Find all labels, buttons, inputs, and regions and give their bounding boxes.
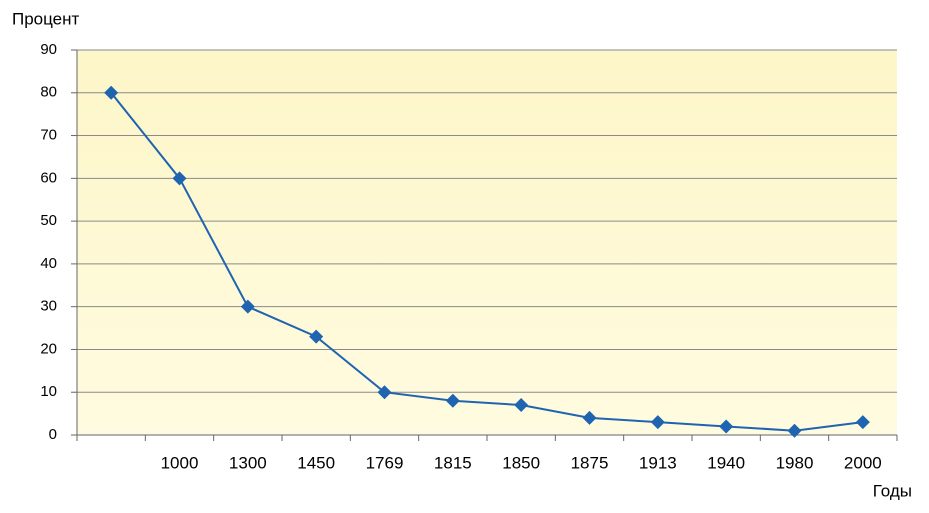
y-tick-label: 10 (40, 383, 57, 400)
plot-area (77, 50, 897, 435)
data-point (514, 398, 529, 413)
series-line (110, 92, 863, 432)
x-tick-label: 1000 (161, 453, 199, 472)
y-tick-label: 70 (40, 127, 57, 144)
data-point (787, 423, 802, 438)
y-tick-label: 90 (40, 41, 57, 58)
y-tick-label: 60 (40, 169, 57, 186)
x-tick-label: 1815 (434, 453, 472, 472)
data-point (650, 415, 665, 430)
x-tick-label: 1980 (776, 453, 814, 472)
data-point (719, 419, 734, 434)
y-tick-label: 50 (40, 212, 57, 229)
y-tick-label: 20 (40, 340, 57, 357)
x-tick-label: 1850 (502, 453, 540, 472)
x-tick-label: 1913 (639, 453, 677, 472)
x-axis-label: Годы (873, 481, 912, 500)
x-tick-label: 1450 (297, 453, 335, 472)
data-point (172, 171, 187, 186)
data-point (309, 329, 324, 344)
x-tick-label: 1875 (571, 453, 609, 472)
data-point (240, 299, 255, 314)
x-tick-label: 1940 (707, 453, 745, 472)
y-tick-label: 30 (40, 298, 57, 315)
y-tick-label: 80 (40, 84, 57, 101)
data-point (855, 415, 870, 430)
data-point (582, 410, 597, 425)
y-tick-label: 40 (40, 255, 57, 272)
x-tick-label: 2000 (844, 453, 882, 472)
y-axis-label: Процент (12, 9, 80, 28)
y-tick-label: 0 (49, 426, 57, 443)
x-tick-label: 1769 (366, 453, 404, 472)
data-point (377, 385, 392, 400)
data-point (104, 85, 119, 100)
data-point (445, 393, 460, 408)
x-tick-label: 1300 (229, 453, 267, 472)
